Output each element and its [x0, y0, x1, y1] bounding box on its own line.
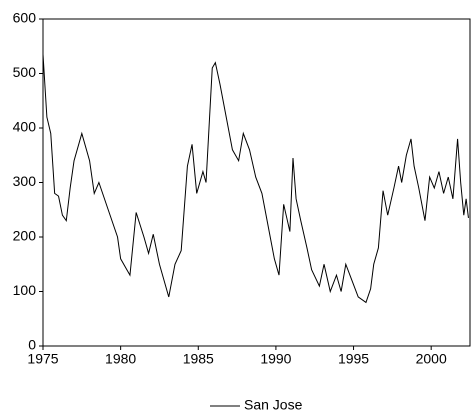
y-tick-label: 0	[28, 337, 36, 353]
x-tick-label: 1985	[183, 351, 214, 367]
y-tick-label: 400	[13, 119, 37, 135]
line-series	[42, 54, 469, 304]
x-tick-label: 1995	[338, 351, 369, 367]
y-tick-label: 600	[13, 10, 37, 26]
y-tick-label: 300	[13, 173, 37, 189]
y-tick-label: 100	[13, 282, 37, 298]
y-tick-label: 200	[13, 228, 37, 244]
plot-frame	[42, 18, 471, 347]
x-tick-label: 1975	[27, 351, 58, 367]
x-tick-label: 1980	[105, 351, 136, 367]
x-tick-label: 2000	[416, 351, 447, 367]
x-tick-label: 1990	[260, 351, 291, 367]
legend-label: San Jose	[244, 397, 303, 413]
y-tick-label: 500	[13, 64, 37, 80]
